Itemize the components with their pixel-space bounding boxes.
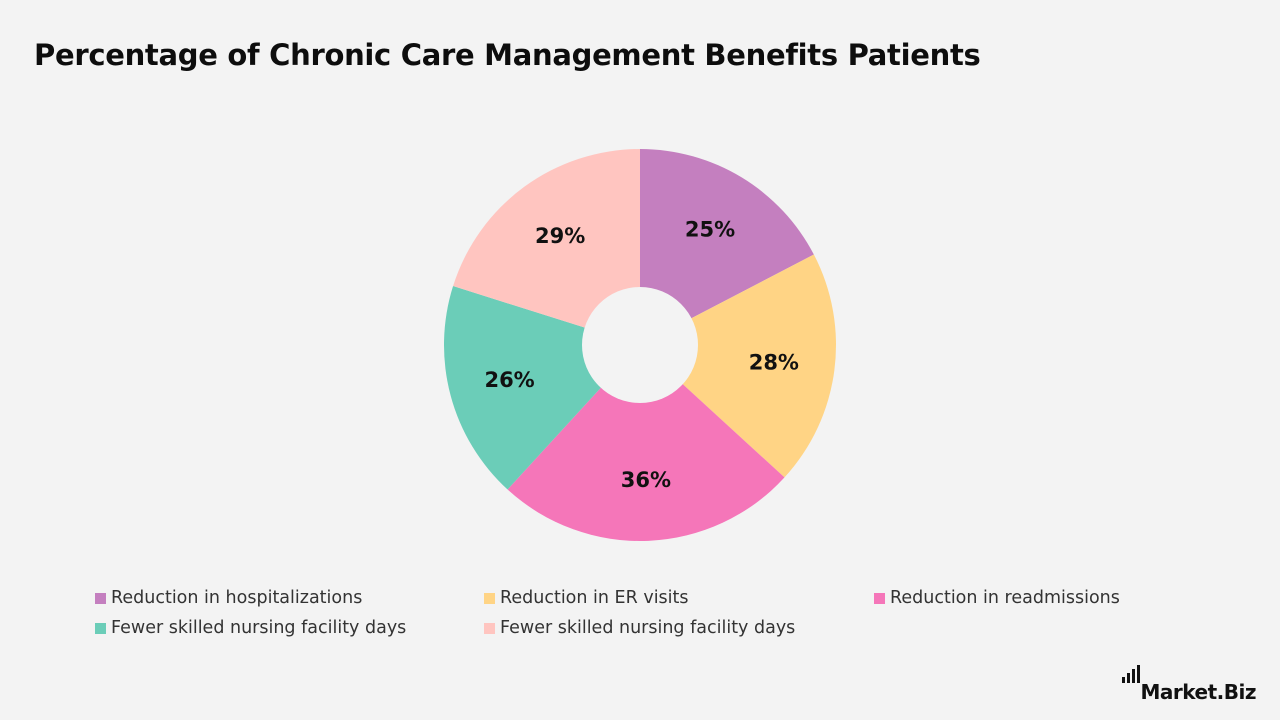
legend-item: Reduction in readmissions <box>874 587 1214 609</box>
legend-swatch <box>484 622 495 634</box>
legend-item: Reduction in ER visits <box>484 587 874 609</box>
slice-value-label: 28% <box>749 351 799 375</box>
donut-hole <box>582 287 698 403</box>
slice-value-label: 26% <box>484 368 534 392</box>
legend-label: Reduction in ER visits <box>500 588 689 608</box>
legend-swatch <box>874 592 885 604</box>
pie-slice <box>640 254 837 478</box>
legend-label: Reduction in readmissions <box>890 588 1120 608</box>
slice-value-label: 25% <box>685 218 735 242</box>
legend-swatch <box>95 592 106 604</box>
legend-item: Fewer skilled nursing facility days <box>484 617 874 639</box>
brand-bars-icon <box>1121 665 1140 683</box>
pie-slice <box>507 345 785 541</box>
pie-slice <box>640 149 814 345</box>
pie-slice <box>453 149 640 345</box>
legend-label: Reduction in hospitalizations <box>111 588 363 608</box>
legend-label: Fewer skilled nursing facility days <box>111 618 407 638</box>
legend-swatch <box>484 592 495 604</box>
slice-value-label: 36% <box>621 468 671 492</box>
brand-logo: Market.Biz <box>1121 665 1256 704</box>
legend-label: Fewer skilled nursing facility days <box>500 618 796 638</box>
legend-item: Fewer skilled nursing facility days <box>95 617 484 639</box>
legend-swatch <box>95 622 106 634</box>
legend-item: Reduction in hospitalizations <box>95 587 484 609</box>
chart-title: Percentage of Chronic Care Management Be… <box>34 38 981 72</box>
chart-legend: Reduction in hospitalizations Reduction i… <box>95 587 1215 639</box>
brand-name: Market.Biz <box>1140 680 1257 704</box>
slice-value-label: 29% <box>535 224 585 248</box>
